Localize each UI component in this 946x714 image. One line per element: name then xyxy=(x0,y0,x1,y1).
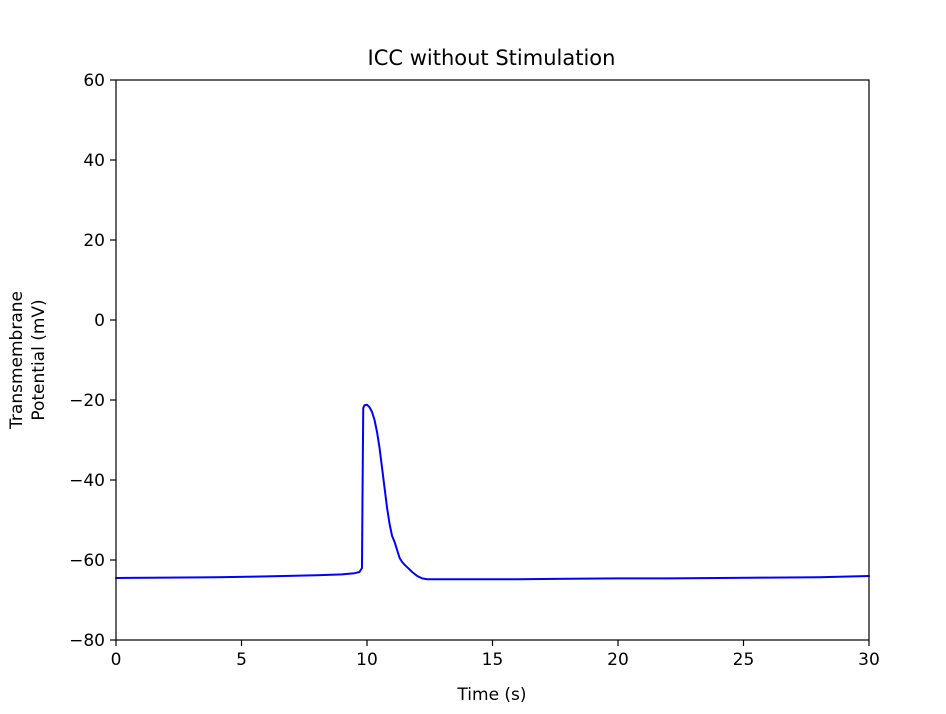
plot-frame xyxy=(115,79,870,641)
x-tick-label: 0 xyxy=(111,650,122,670)
series-line-0 xyxy=(115,403,870,581)
y-tick-label: 60 xyxy=(83,71,105,91)
y-tick-label: −20 xyxy=(69,391,105,411)
x-tick-label: 10 xyxy=(356,650,378,670)
x-tick-label: 30 xyxy=(858,650,880,670)
y-tick-label: 0 xyxy=(94,311,105,331)
x-tick-label: 25 xyxy=(733,650,755,670)
y-tick-label: −40 xyxy=(69,471,105,491)
y-tick-label: −80 xyxy=(69,631,105,651)
x-tick-label: 15 xyxy=(482,650,504,670)
y-tick-label: −60 xyxy=(69,551,105,571)
y-tick-label: 40 xyxy=(83,151,105,171)
series-layer xyxy=(115,403,870,581)
y-axis: −80 −60 −40 −20 0 20 40 60 xyxy=(69,71,116,651)
y-tick-label: 20 xyxy=(83,231,105,251)
chart-title: ICC without Stimulation xyxy=(368,46,616,70)
y-axis-title: Transmembrane Potential (mV) xyxy=(7,291,49,430)
x-axis-title: Time (s) xyxy=(456,685,526,705)
y-axis-title-line-1: Transmembrane xyxy=(7,291,27,430)
x-tick-label: 5 xyxy=(236,650,247,670)
x-axis: 0 5 10 15 20 25 30 xyxy=(111,640,880,670)
y-axis-title-line-2: Potential (mV) xyxy=(29,299,49,420)
x-tick-label: 20 xyxy=(607,650,629,670)
